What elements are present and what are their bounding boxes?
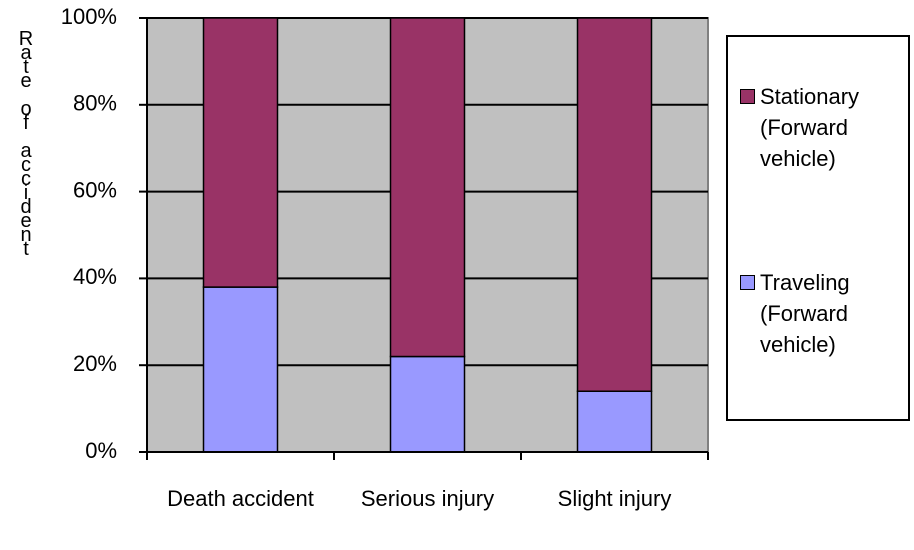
legend-item: Traveling (Forward vehicle) [740,267,908,360]
bar-segment [576,17,653,392]
y-tick-label: 0% [85,438,117,463]
bar-segment [389,17,466,358]
y-tick-label: 20% [73,351,117,376]
bar-segment [576,390,653,453]
bar-segment [202,17,279,288]
legend-swatch [740,89,755,104]
x-tick-label: Serious injury [360,486,495,511]
y-axis-label: Rate of accident [15,28,37,252]
bar-segment [389,355,466,453]
legend-swatch [740,275,755,290]
y-tick-label: 40% [73,264,117,289]
legend: Stationary (Forward vehicle) Traveling (F… [726,35,910,421]
y-tick-label: 80% [73,91,117,116]
legend-label: Stationary (Forward vehicle) [760,84,860,171]
y-tick-label: 100% [61,4,117,29]
x-tick-label: Slight injury [557,486,672,511]
bar-segment [202,286,279,453]
legend-item: Stationary (Forward vehicle) [740,81,908,174]
x-tick-label: Death accident [167,486,314,511]
legend-label: Traveling (Forward vehicle) [760,270,850,357]
y-tick-label: 60% [73,177,117,202]
